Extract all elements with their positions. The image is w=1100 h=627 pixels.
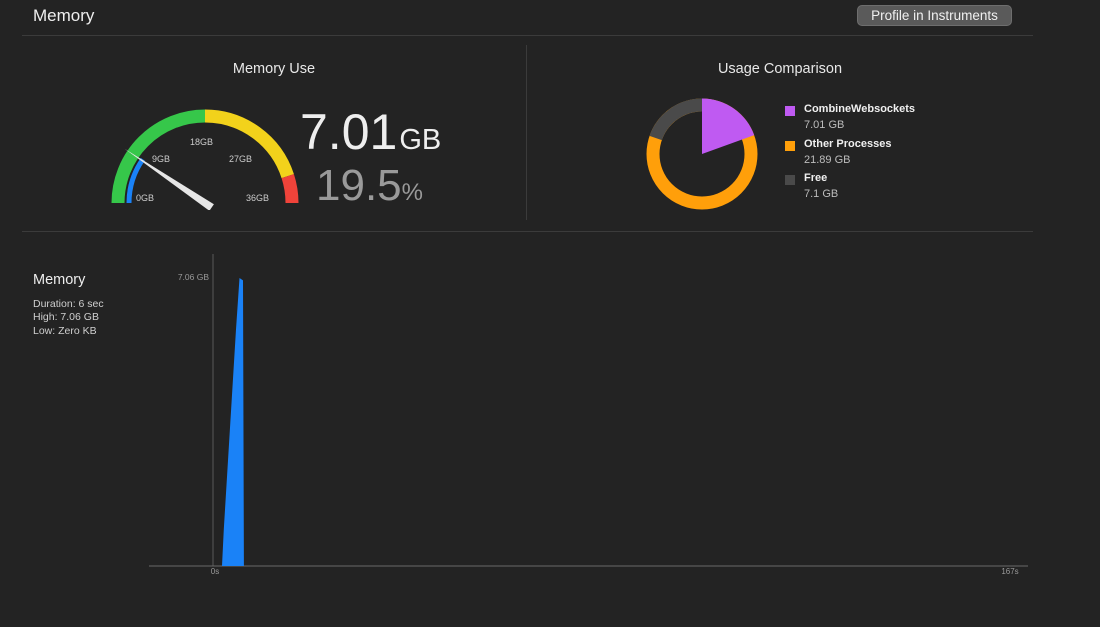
memory-used-unit: GB bbox=[399, 124, 442, 156]
memory-percent-unit: % bbox=[401, 179, 423, 206]
legend-label: Other Processes bbox=[804, 137, 892, 150]
profile-in-instruments-button[interactable]: Profile in Instruments bbox=[857, 5, 1012, 26]
gauge-tick-label: 0GB bbox=[136, 193, 154, 203]
memory-high: High: 7.06 GB bbox=[33, 311, 99, 323]
gauge-tick-label: 18GB bbox=[190, 137, 213, 147]
gauge-yellow-arc bbox=[204, 109, 294, 179]
memory-chart-title: Memory bbox=[33, 272, 86, 288]
legend-swatch bbox=[785, 175, 795, 185]
x-tick-label: 167s bbox=[1001, 567, 1018, 576]
gauge-tick-label: 9GB bbox=[152, 154, 170, 164]
donut-slice-free bbox=[649, 98, 703, 141]
memory-timeline-chart: 7.06 GB 0s 167s bbox=[149, 254, 1028, 576]
memory-low: Low: Zero KB bbox=[33, 325, 97, 337]
usage-donut-chart bbox=[646, 98, 758, 210]
y-tick-label: 7.06 GB bbox=[178, 272, 210, 282]
gauge-green-arc bbox=[111, 109, 206, 204]
legend-value: 21.89 GB bbox=[804, 153, 851, 166]
header-divider bbox=[22, 35, 1033, 36]
usage-comparison-title: Usage Comparison bbox=[717, 61, 843, 77]
memory-percent-number: 19.5 bbox=[316, 161, 402, 210]
legend-label: CombineWebsockets bbox=[804, 103, 916, 115]
memory-used-percent: 19.5% bbox=[316, 162, 423, 217]
legend-label: Free bbox=[804, 172, 828, 184]
legend-swatch bbox=[785, 106, 795, 116]
memory-area-series bbox=[215, 278, 244, 566]
gauge-red-arc bbox=[281, 174, 299, 204]
panel-divider bbox=[526, 45, 527, 220]
section-divider bbox=[22, 231, 1033, 232]
memory-duration: Duration: 6 sec bbox=[33, 298, 104, 310]
x-tick-label: 0s bbox=[211, 567, 219, 576]
gauge-usage-arc bbox=[126, 157, 145, 204]
donut-slice-combinewebsockets bbox=[702, 98, 755, 154]
gauge-needle bbox=[124, 148, 214, 210]
memory-gauge: 0GB 9GB 18GB 27GB 36GB bbox=[111, 109, 299, 210]
legend-value: 7.1 GB bbox=[804, 188, 839, 200]
memory-use-title: Memory Use bbox=[232, 61, 316, 77]
page-title: Memory bbox=[33, 6, 95, 25]
memory-used-number: 7.01 bbox=[300, 104, 398, 160]
gauge-tick-label: 36GB bbox=[246, 193, 269, 203]
gauge-tick-label: 27GB bbox=[229, 154, 252, 164]
legend-swatch bbox=[785, 140, 795, 151]
legend-value: 7.01 GB bbox=[804, 119, 845, 131]
memory-used-value: 7.01GB bbox=[300, 104, 441, 168]
